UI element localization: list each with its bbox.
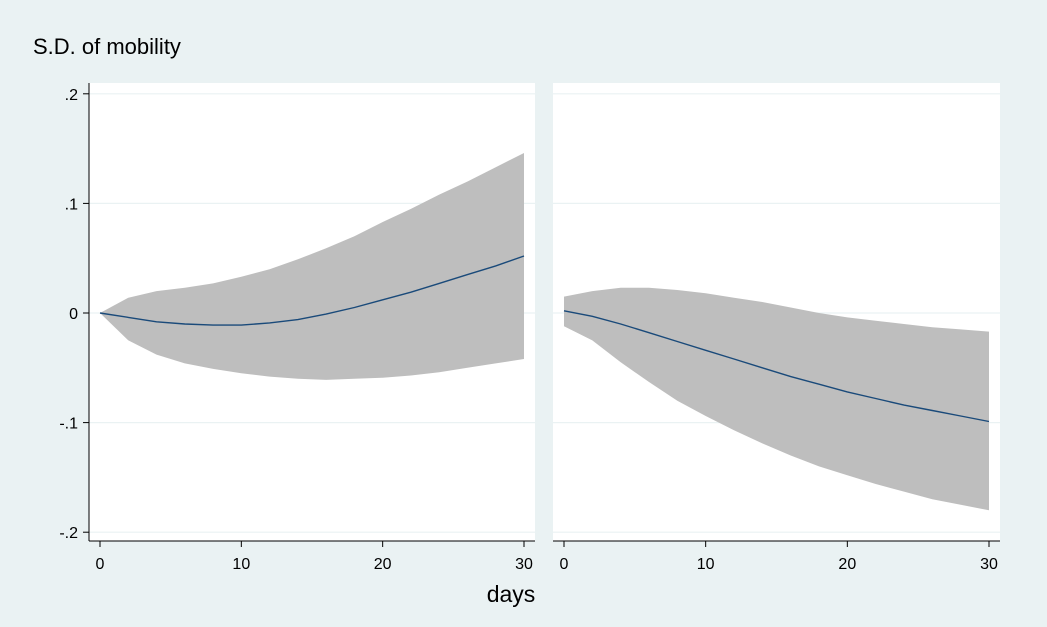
x-tick-label: 20: [374, 556, 392, 573]
confidence-band-1: [100, 153, 524, 380]
x-tick-label: 0: [560, 556, 569, 573]
x-tick-label: 20: [838, 556, 856, 573]
x-tick-label: 0: [96, 556, 105, 573]
confidence-band-2: [564, 287, 989, 511]
estimate-line-2: [563, 310, 990, 423]
x-axis-title: days: [487, 581, 536, 607]
x-tick-label: 30: [515, 556, 533, 573]
y-tick-label: -.1: [59, 416, 78, 433]
y-tick-label: .1: [65, 196, 78, 213]
estimate-line-1: [99, 255, 525, 326]
y-tick-label: -.2: [59, 525, 78, 542]
x-tick-label: 10: [697, 556, 715, 573]
x-tick-label: 30: [980, 556, 998, 573]
x-tick-label: 10: [232, 556, 250, 573]
chart-title: S.D. of mobility: [33, 34, 181, 59]
y-tick-label: .2: [65, 87, 78, 104]
y-tick-label: 0: [69, 306, 78, 323]
